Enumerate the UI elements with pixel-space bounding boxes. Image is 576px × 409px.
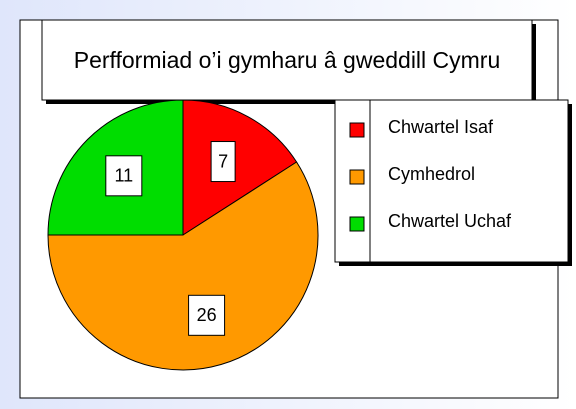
data-label-box <box>210 141 236 183</box>
data-label-box <box>188 294 226 336</box>
pie-slice <box>182 99 298 236</box>
legend-swatch <box>349 216 365 232</box>
data-label: 11 <box>114 166 133 186</box>
title-box <box>41 19 533 101</box>
legend-label: Cymhedrol <box>388 164 475 184</box>
legend-swatch <box>349 169 365 185</box>
legend-label: Chwartel Isaf <box>388 117 494 137</box>
data-label: 7 <box>218 151 228 171</box>
legend-swatch <box>349 122 365 138</box>
data-label-box <box>105 155 143 197</box>
data-label: 26 <box>197 305 217 325</box>
chart-title: Perfformiad o’i gymharu â gweddill Cymru <box>73 47 501 73</box>
pie-slice <box>47 161 319 371</box>
legend-box <box>334 99 569 263</box>
legend-label: Chwartel Uchaf <box>388 211 512 231</box>
title-wrap: Perfformiad o’i gymharu â gweddill Cymru <box>73 47 501 73</box>
